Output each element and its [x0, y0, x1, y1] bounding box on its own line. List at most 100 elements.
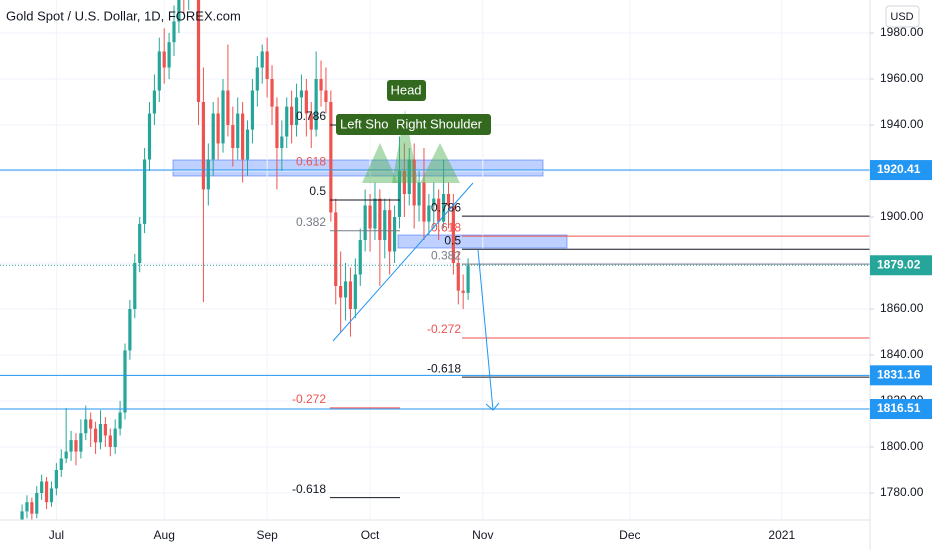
candle-body [147, 113, 152, 160]
candle-body [245, 129, 250, 160]
y-tick-label: 1860.00 [880, 301, 924, 315]
chart-title: Gold Spot / U.S. Dollar, 1D, FOREX.com [6, 8, 241, 23]
candle-body [343, 281, 348, 298]
candle-body [98, 423, 103, 443]
candle-body [280, 136, 284, 149]
price-label-box [870, 365, 932, 386]
y-tick-label: 1980.00 [880, 25, 924, 39]
candle-body [397, 171, 402, 218]
candle-body [59, 458, 63, 470]
candle-body [290, 106, 294, 126]
candle-body [226, 90, 230, 126]
candle-body [314, 79, 318, 130]
candle-body [84, 419, 88, 434]
currency[interactable]: USD [890, 11, 913, 23]
candle-body [74, 440, 78, 452]
fib-label: 0.618 [296, 154, 326, 168]
candle-body [324, 90, 328, 103]
label-box [336, 114, 491, 135]
y-tick-label: 1780.00 [880, 485, 924, 499]
shoulder [362, 143, 398, 183]
candle-body [319, 79, 323, 91]
arrow-head [485, 402, 500, 411]
plot-area [0, 0, 870, 520]
candle-body [412, 159, 416, 206]
candle-body [368, 205, 372, 229]
fib-label: 0.5 [444, 233, 461, 247]
candle-body [196, 0, 201, 103]
candle-body [422, 182, 426, 222]
candle-body [348, 281, 353, 310]
fib-label: 0.5 [309, 184, 326, 198]
candle-body [358, 240, 362, 275]
candle-body [241, 113, 245, 160]
fib-label: 0.618 [431, 220, 461, 234]
fib-label: 0.382 [431, 248, 461, 262]
head [392, 110, 418, 183]
candle-body [35, 492, 39, 514]
candle-body [138, 223, 142, 264]
candle-body [25, 502, 29, 512]
candle-body [44, 481, 49, 503]
candle-body [216, 113, 220, 144]
candle-body [54, 469, 58, 489]
candle-body [304, 90, 308, 114]
x-tick-label: Dec [619, 528, 640, 542]
candle-body [363, 205, 367, 241]
candle-body [329, 102, 333, 213]
candle-body [451, 205, 455, 264]
annotation: Right Shoulder [396, 116, 483, 131]
candle-body [285, 106, 289, 137]
fib-label: 0.786 [296, 109, 326, 123]
candle-body [441, 194, 446, 222]
candle-body [456, 263, 460, 291]
candle-body [309, 113, 313, 130]
annotation: Head [390, 82, 421, 97]
candle-body [417, 182, 421, 206]
candle-body [69, 440, 73, 452]
x-tick-label: Sep [256, 528, 278, 542]
candle-body [294, 97, 299, 126]
candle-body [231, 125, 235, 149]
candle-body [128, 309, 132, 351]
candle-body [89, 419, 93, 429]
candle-body [260, 51, 264, 68]
candle-body [402, 171, 406, 195]
candle-body [353, 274, 357, 310]
candle-body [177, 0, 181, 22]
candle-body [142, 159, 147, 224]
candle-body [103, 423, 107, 436]
candle-body [133, 263, 137, 310]
candle-body [299, 90, 304, 98]
candle-body [466, 265, 470, 293]
x-tick-label: Aug [154, 528, 175, 542]
candle-body [162, 51, 166, 68]
x-tick-label: Oct [361, 528, 380, 542]
price-label-box [870, 160, 932, 181]
candle-body [427, 205, 431, 222]
plot-marks: 0.7860.6180.50.382-0.272-0.6180.7860.618… [0, 0, 870, 520]
y-tick-label: 1840.00 [880, 347, 924, 361]
candle-body [392, 217, 397, 252]
candle-body [211, 113, 215, 160]
y-tick-label: 1800.00 [880, 439, 924, 453]
candle-body [93, 428, 98, 443]
axes: 1780.001800.001820.001840.001860.001880.… [49, 25, 932, 542]
currency-button[interactable] [885, 5, 920, 28]
candle-body [79, 433, 83, 452]
candle-body [40, 481, 44, 493]
price-label-box [870, 399, 932, 420]
arrow [477, 249, 494, 411]
price-label: 1920.41 [877, 162, 921, 176]
candle-body [432, 198, 436, 206]
candle-body [339, 286, 343, 298]
candle-body [270, 79, 274, 107]
fib-label: -0.272 [292, 392, 326, 406]
price-label: 1831.16 [877, 368, 921, 382]
fib-label: -0.618 [427, 361, 461, 375]
candle-body [446, 194, 451, 206]
candle-body [201, 102, 206, 190]
price-label-box [870, 255, 932, 276]
trend-line [332, 182, 474, 342]
